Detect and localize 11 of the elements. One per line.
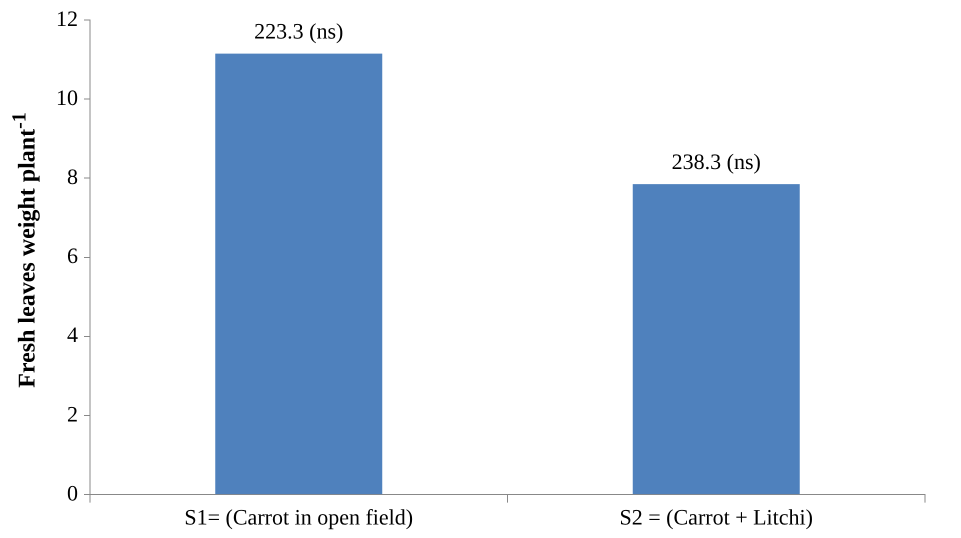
y-tick-label: 12 [56, 6, 78, 31]
y-tick-label: 6 [67, 243, 78, 268]
annotation: 238.3 (ns) [672, 148, 761, 174]
y-tick-label: 8 [67, 164, 78, 189]
x-tick-label: S1= (Carrot in open field) [184, 504, 414, 530]
x-tick-label: S2 = (Carrot + Litchi) [620, 504, 813, 530]
annotation: 223.3 (ns) [254, 18, 344, 44]
y-tick-label: 2 [67, 401, 78, 426]
y-tick-label: 4 [67, 322, 78, 348]
y-tick-label: 10 [56, 84, 78, 110]
y-tick-label: 0 [67, 480, 78, 506]
